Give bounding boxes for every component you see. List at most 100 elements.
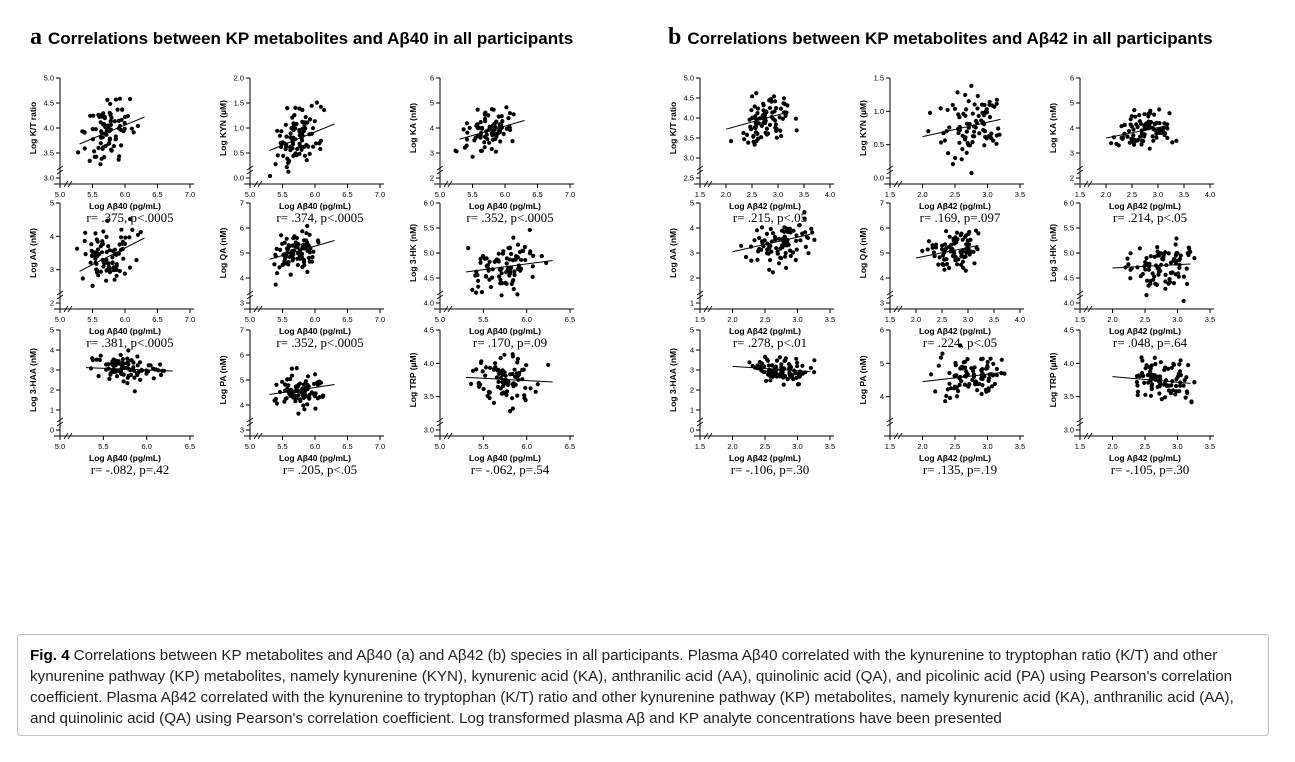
scatter-plot-a-kyn: 0.0 0.5 1.0 1.5 2.0 5.0 5.5 6.0 6.5 7.0 Log Aβ40 (… (210, 70, 415, 230)
data-point (487, 277, 492, 282)
data-point (464, 121, 469, 126)
y-tick-label: 2 (1070, 174, 1074, 183)
data-point (1175, 374, 1181, 379)
x-tick-label: 6.0 (521, 315, 531, 324)
data-point (798, 373, 803, 378)
data-point (479, 290, 484, 295)
x-tick-label: 2.5 (937, 315, 947, 324)
scatter-svg-a-3haa: 0 1 2 3 4 5 5.0 5.5 6.0 6.5 Log Aβ40 (pg/mL) Log 3-… (28, 326, 195, 464)
regression-line (1105, 125, 1169, 139)
data-point (791, 377, 796, 382)
data-point (106, 261, 111, 266)
data-point (947, 381, 952, 386)
y-tick-label: 4.5 (424, 326, 434, 335)
data-point (753, 121, 758, 126)
data-point (470, 154, 475, 159)
data-point (116, 118, 121, 123)
data-point (284, 144, 289, 149)
x-axis-break (443, 180, 453, 188)
data-point (770, 363, 775, 368)
data-point (509, 281, 514, 287)
x-axis-label: Log Aβ42 (pg/mL) (1109, 453, 1181, 463)
data-point (108, 111, 113, 117)
data-point (318, 104, 323, 109)
x-tick-label: 3.0 (792, 315, 802, 324)
data-point (103, 144, 108, 149)
data-point (771, 94, 777, 99)
data-point (513, 257, 518, 262)
data-point (1137, 119, 1142, 124)
data-point (985, 363, 990, 368)
data-point (950, 102, 955, 108)
data-point (793, 257, 798, 263)
data-point (1162, 132, 1167, 138)
data-point (747, 117, 752, 122)
panel-a-title: a Correlations between KP metabolites and… (30, 24, 573, 51)
data-point (1148, 254, 1153, 259)
data-point (105, 218, 110, 223)
data-point (304, 158, 309, 163)
y-tick-label: 7 (240, 326, 244, 335)
x-tick-label: 5.5 (87, 315, 97, 324)
data-point (1184, 389, 1189, 394)
y-tick-label: 5 (880, 359, 884, 368)
data-point (502, 352, 507, 357)
data-point (764, 231, 769, 236)
data-point (942, 267, 947, 272)
data-point (782, 234, 787, 239)
x-tick-label: 6.0 (310, 190, 320, 199)
y-tick-label: 2 (430, 174, 434, 183)
data-point (96, 374, 101, 379)
y-axis-label: Log KYN (µM) (858, 100, 868, 156)
x-axis-break (893, 305, 903, 313)
y-tick-label: 2 (50, 299, 54, 308)
data-point (131, 365, 136, 370)
data-point (110, 368, 115, 373)
data-point (501, 391, 506, 396)
data-point (1131, 142, 1137, 147)
data-point (962, 382, 967, 387)
scatter-svg-b-ka: 2 3 4 5 6 1.5 2.0 2.5 3.0 3.5 4.0 Log Aβ42 (pg/mL) L… (1048, 74, 1215, 212)
data-point (1148, 120, 1154, 125)
data-point (121, 256, 126, 261)
x-tick-label: 3.5 (825, 442, 835, 451)
data-point (942, 242, 948, 247)
y-axis-label: Log QA (nM) (858, 227, 868, 278)
y-tick-label: 3.5 (424, 392, 434, 401)
x-tick-label: 6.5 (565, 315, 575, 324)
data-point (760, 241, 765, 246)
data-point (82, 238, 87, 244)
data-point (751, 134, 756, 139)
data-point (1119, 135, 1124, 141)
x-tick-label: 2.0 (911, 315, 921, 324)
data-point (1163, 395, 1168, 400)
data-point (810, 230, 815, 235)
data-point (1116, 143, 1121, 148)
data-point (482, 140, 487, 145)
data-point (313, 372, 318, 377)
data-point (769, 99, 774, 104)
data-point (275, 271, 280, 276)
data-point (1125, 256, 1130, 261)
scatter-plot-a-3haa: 0 1 2 3 4 5 5.0 5.5 6.0 6.5 Log Aβ40 (pg/mL) Log 3-… (20, 322, 225, 482)
data-point (116, 361, 121, 366)
y-tick-label: 1 (50, 406, 54, 415)
y-tick-label: 4 (880, 392, 884, 401)
data-point (531, 253, 536, 258)
x-tick-label: 1.5 (885, 315, 895, 324)
data-point (302, 407, 307, 412)
data-point (491, 130, 497, 135)
scatter-plot-b-trp: 3.0 3.5 4.0 4.5 1.5 2.0 2.5 3.0 3.5 Log Aβ42 (pg/… (1040, 322, 1245, 482)
regression-line (922, 372, 1001, 383)
data-point (275, 153, 280, 158)
data-point (1192, 380, 1197, 385)
data-point (926, 239, 932, 244)
y-tick-label: 5.0 (424, 249, 434, 258)
y-axis-break (886, 290, 894, 300)
y-tick-label: 5 (240, 376, 244, 385)
data-point (963, 359, 968, 364)
caption-label: Fig. 4 (30, 647, 70, 664)
data-point (1177, 256, 1182, 262)
data-point (301, 129, 306, 134)
y-axis-label: Log TRP (µM) (1048, 352, 1058, 407)
